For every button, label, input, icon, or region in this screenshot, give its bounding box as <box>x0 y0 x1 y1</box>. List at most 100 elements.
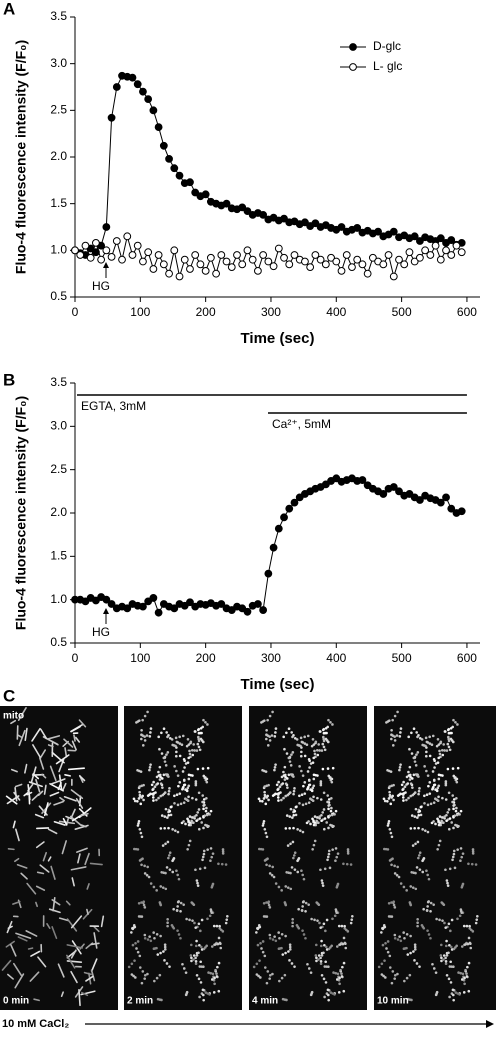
mito-dot <box>265 832 268 835</box>
mito-dot <box>269 934 272 937</box>
mito-dot <box>456 814 459 817</box>
mito-dot <box>298 765 301 768</box>
arrow-head <box>103 608 109 614</box>
mito-dot <box>438 919 441 922</box>
data-point <box>417 254 424 261</box>
mito-dot <box>295 814 298 817</box>
mito-dot <box>201 859 204 862</box>
mito-dot <box>258 848 261 851</box>
mito-dot <box>406 933 409 936</box>
mito-dot <box>325 981 328 984</box>
mito-dot <box>399 766 402 769</box>
mito-dot <box>176 929 179 932</box>
mito-dot <box>216 966 219 969</box>
mito-dot <box>394 937 397 940</box>
mito-dot <box>396 734 399 737</box>
mito-dot <box>166 925 169 928</box>
mito-dot <box>390 729 393 732</box>
mito-dot <box>153 947 156 950</box>
mito-dot <box>324 868 327 871</box>
mito-dot <box>476 915 479 918</box>
mito-dot <box>325 738 328 741</box>
mito-dot <box>464 969 467 972</box>
mito-dot <box>210 856 213 859</box>
mito-dot <box>463 991 466 994</box>
mito-dot <box>162 950 165 953</box>
mito-dot <box>428 933 431 936</box>
mito-dot <box>451 794 454 797</box>
mito-dot <box>288 959 291 962</box>
mito-dot <box>463 925 466 928</box>
mito-dot <box>263 902 266 905</box>
mito-dot <box>141 982 144 985</box>
mito-dot <box>389 828 392 831</box>
mito-dot <box>300 737 303 740</box>
data-point <box>390 273 397 280</box>
mito-dot <box>166 866 169 869</box>
mito-dot <box>256 962 259 965</box>
mito-dot <box>398 876 401 879</box>
mito-dot <box>336 945 339 948</box>
mito-dot <box>443 922 446 925</box>
mito-dot <box>315 954 318 957</box>
mito-dot <box>329 721 332 724</box>
mito-dot <box>343 962 346 965</box>
mito-dot <box>318 954 321 957</box>
mito-dot <box>433 801 436 804</box>
mito-dot <box>198 808 201 811</box>
mito-dot <box>327 808 330 811</box>
mito-dot <box>310 918 313 921</box>
mito-dot <box>169 810 172 813</box>
mito-dot <box>289 946 292 949</box>
data-point <box>140 603 147 610</box>
mito-dot <box>418 790 421 793</box>
mito-dot <box>305 902 308 905</box>
mito-dot <box>314 840 317 843</box>
mito-dot <box>302 831 305 834</box>
mito-dot <box>284 778 287 781</box>
mito-dot <box>211 945 214 948</box>
mito-dot <box>339 943 342 946</box>
data-point <box>218 252 225 259</box>
mito-dot <box>445 940 448 943</box>
mito-dot <box>188 778 191 781</box>
mito-dot <box>414 842 417 845</box>
mito-dot <box>152 799 155 802</box>
data-point <box>192 252 199 259</box>
data-point <box>364 270 371 277</box>
mito-dot <box>177 785 180 788</box>
mito-dot <box>151 783 154 786</box>
mito-dot <box>191 749 194 752</box>
mito-dot <box>265 729 268 732</box>
mito-dot <box>469 942 472 945</box>
mito-dot <box>437 761 440 764</box>
mito-dot <box>307 770 310 773</box>
mito-dot <box>137 940 140 943</box>
mito-dot <box>263 797 266 800</box>
mito-dot <box>156 977 159 980</box>
mito-dot <box>411 814 414 817</box>
mito-dot <box>199 817 202 820</box>
mito-dot <box>424 745 427 748</box>
mito-dot <box>443 954 446 957</box>
mito-dot <box>399 731 402 734</box>
mito-dot <box>445 819 448 822</box>
mito-dot <box>322 736 325 739</box>
mito-dot <box>187 784 190 787</box>
mito-dot <box>196 749 199 752</box>
mito-dot <box>402 931 405 934</box>
data-point <box>260 607 267 614</box>
mito-dot <box>201 801 204 804</box>
mito-dot <box>169 851 172 854</box>
mito-dot <box>194 868 197 871</box>
mito-dot <box>285 731 288 734</box>
mito-dot <box>448 978 451 981</box>
mito-dot <box>167 734 170 737</box>
mito-dot <box>173 765 176 768</box>
mito-dot <box>265 863 268 866</box>
mito-dot <box>400 727 403 730</box>
mito-dot <box>390 863 393 866</box>
mito-dot <box>308 759 311 762</box>
y-tick-label: 0.5 <box>50 635 67 649</box>
mito-dot <box>166 816 169 819</box>
